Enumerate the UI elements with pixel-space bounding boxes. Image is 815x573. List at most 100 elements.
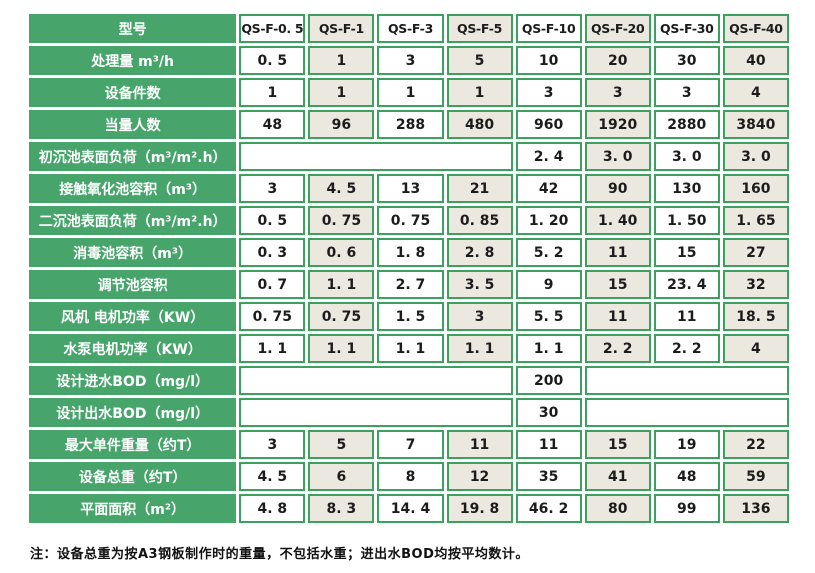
value-cell: 11	[584, 238, 651, 267]
value-cell: 46. 2	[515, 494, 582, 523]
merged-empty-cell	[584, 366, 789, 395]
value-cell: 40	[722, 46, 789, 75]
table-row: 消毒池容积（m³） 0. 3 0. 6 1. 8 2. 8 5. 2 11 15 27	[29, 238, 789, 267]
value-cell: 14. 4	[377, 494, 444, 523]
value-cell: 12	[446, 462, 513, 491]
value-cell: 3	[584, 78, 651, 107]
value-cell: 1	[308, 78, 375, 107]
value-cell: 0. 7	[239, 270, 306, 299]
value-cell: 4. 8	[239, 494, 306, 523]
value-cell: 23. 4	[653, 270, 720, 299]
row-label-cell: 接触氧化池容积（m³）	[29, 174, 237, 203]
value-cell: 1	[308, 46, 375, 75]
value-cell: 30	[515, 398, 582, 427]
value-cell: 15	[584, 430, 651, 459]
value-cell: 15	[584, 270, 651, 299]
value-cell: 3. 5	[446, 270, 513, 299]
value-cell: 1. 50	[653, 206, 720, 235]
model-header-cell: QS-F-3	[377, 14, 444, 43]
value-cell: 13	[377, 174, 444, 203]
row-label-cell: 设计进水BOD（mg/l）	[29, 366, 237, 395]
value-cell: 3	[653, 78, 720, 107]
value-cell: 3	[377, 46, 444, 75]
merged-empty-cell	[239, 142, 513, 171]
value-cell: 1. 65	[722, 206, 789, 235]
table-row: 设备件数 1 1 1 1 3 3 3 4	[29, 78, 789, 107]
spec-table-body: 型号 QS-F-0. 5 QS-F-1 QS-F-3 QS-F-5 QS-F-10 QS-F…	[29, 14, 789, 523]
value-cell: 5	[308, 430, 375, 459]
value-cell: 4	[722, 78, 789, 107]
value-cell: 11	[446, 430, 513, 459]
value-cell: 30	[653, 46, 720, 75]
value-cell: 2. 2	[584, 334, 651, 363]
value-cell: 4	[722, 334, 789, 363]
value-cell: 2880	[653, 110, 720, 139]
model-header-cell: QS-F-30	[653, 14, 720, 43]
row-label-cell: 平面面积（m²）	[29, 494, 237, 523]
value-cell: 288	[377, 110, 444, 139]
merged-empty-cell	[584, 398, 789, 427]
value-cell: 3	[515, 78, 582, 107]
model-header-cell: QS-F-0. 5	[239, 14, 306, 43]
value-cell: 3840	[722, 110, 789, 139]
value-cell: 0. 75	[308, 206, 375, 235]
value-cell: 19	[653, 430, 720, 459]
table-row: 调节池容积 0. 7 1. 1 2. 7 3. 5 9 15 23. 4 32	[29, 270, 789, 299]
value-cell: 3	[239, 430, 306, 459]
value-cell: 1. 1	[308, 334, 375, 363]
value-cell: 2. 2	[653, 334, 720, 363]
value-cell: 480	[446, 110, 513, 139]
value-cell: 27	[722, 238, 789, 267]
value-cell: 1. 1	[308, 270, 375, 299]
row-label-cell: 水泵电机功率（KW）	[29, 334, 237, 363]
value-cell: 1. 1	[515, 334, 582, 363]
value-cell: 7	[377, 430, 444, 459]
row-label-cell: 调节池容积	[29, 270, 237, 299]
table-row: 最大单件重量（约T） 3 5 7 11 11 15 19 22	[29, 430, 789, 459]
row-label-cell: 设备件数	[29, 78, 237, 107]
value-cell: 1. 20	[515, 206, 582, 235]
value-cell: 0. 75	[377, 206, 444, 235]
value-cell: 160	[722, 174, 789, 203]
model-header-cell: QS-F-40	[722, 14, 789, 43]
value-cell: 2. 8	[446, 238, 513, 267]
value-cell: 5. 2	[515, 238, 582, 267]
table-row: 设计出水BOD（mg/l） 30	[29, 398, 789, 427]
value-cell: 21	[446, 174, 513, 203]
value-cell: 1920	[584, 110, 651, 139]
header-row: 型号 QS-F-0. 5 QS-F-1 QS-F-3 QS-F-5 QS-F-10 QS-F…	[29, 14, 789, 43]
value-cell: 48	[653, 462, 720, 491]
merged-empty-cell	[239, 366, 513, 395]
corner-label-cell: 型号	[29, 14, 237, 43]
value-cell: 0. 6	[308, 238, 375, 267]
row-label-cell: 风机 电机功率（KW）	[29, 302, 237, 331]
row-label-cell: 设计出水BOD（mg/l）	[29, 398, 237, 427]
value-cell: 2. 7	[377, 270, 444, 299]
value-cell: 22	[722, 430, 789, 459]
table-row: 设计进水BOD（mg/l） 200	[29, 366, 789, 395]
table-row: 当量人数 48 96 288 480 960 1920 2880 3840	[29, 110, 789, 139]
value-cell: 0. 3	[239, 238, 306, 267]
model-header-cell: QS-F-20	[584, 14, 651, 43]
value-cell: 200	[515, 366, 582, 395]
value-cell: 35	[515, 462, 582, 491]
value-cell: 32	[722, 270, 789, 299]
value-cell: 3	[239, 174, 306, 203]
value-cell: 11	[653, 302, 720, 331]
value-cell: 99	[653, 494, 720, 523]
row-label-cell: 初沉池表面负荷（m³/m².h）	[29, 142, 237, 171]
value-cell: 4. 5	[239, 462, 306, 491]
value-cell: 80	[584, 494, 651, 523]
value-cell: 1. 5	[377, 302, 444, 331]
row-label-cell: 二沉池表面负荷（m³/m².h）	[29, 206, 237, 235]
value-cell: 3. 0	[584, 142, 651, 171]
value-cell: 59	[722, 462, 789, 491]
value-cell: 6	[308, 462, 375, 491]
row-label-cell: 消毒池容积（m³）	[29, 238, 237, 267]
value-cell: 1. 40	[584, 206, 651, 235]
row-label-cell: 处理量 m³/h	[29, 46, 237, 75]
value-cell: 3. 0	[722, 142, 789, 171]
value-cell: 8	[377, 462, 444, 491]
table-row: 风机 电机功率（KW） 0. 75 0. 75 1. 5 3 5. 5 11 11 18. 5	[29, 302, 789, 331]
